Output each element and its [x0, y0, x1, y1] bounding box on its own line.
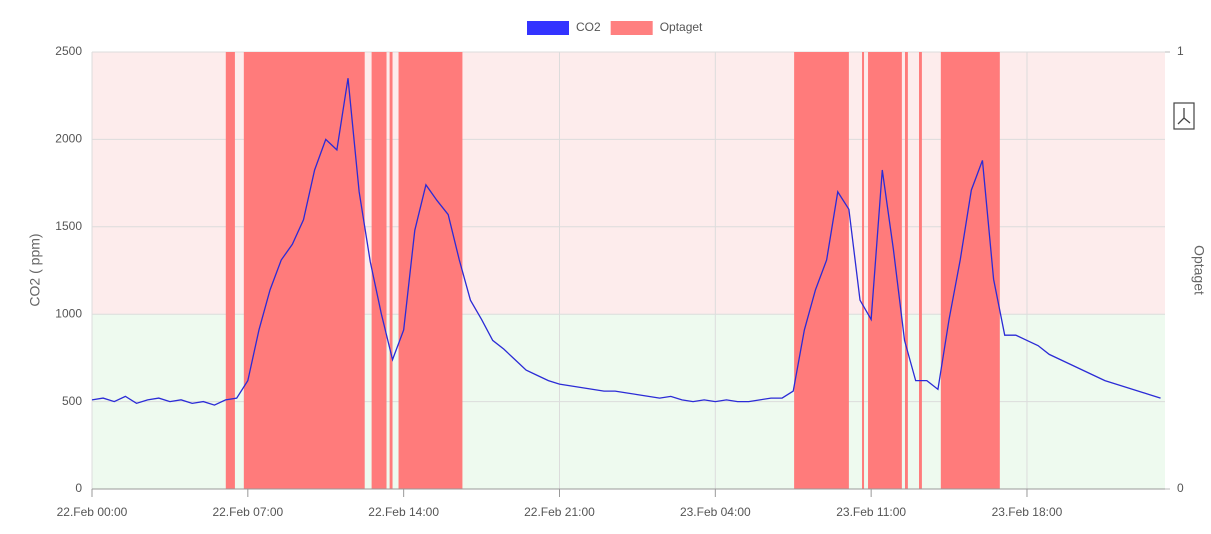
y-tick-label: 0: [75, 481, 82, 495]
occupancy-bar: [398, 52, 463, 489]
occupancy-bar: [389, 52, 393, 489]
occupancy-bar: [243, 52, 365, 489]
plot-area: [91, 51, 1170, 497]
x-tick-label: 22.Feb 07:00: [212, 505, 283, 519]
co2-line: [91, 78, 1161, 406]
y-tick-label: 500: [62, 394, 82, 408]
x-tick-label: 22.Feb 21:00: [524, 505, 595, 519]
x-tick-label: 22.Feb 00:00: [57, 505, 128, 519]
occupancy-bar: [225, 52, 235, 489]
legend: CO2 Optaget: [527, 20, 703, 35]
x-tick-label: 23.Feb 11:00: [836, 505, 906, 519]
legend-swatch: [527, 21, 569, 35]
pdf-button[interactable]: [1173, 102, 1195, 130]
occupancy-bar: [371, 52, 387, 489]
y-tick-label: 1500: [55, 219, 82, 233]
y-tick-label: 1000: [55, 306, 82, 320]
y2-tick-label: 1: [1177, 44, 1184, 58]
x-tick-label: 23.Feb 18:00: [992, 505, 1063, 519]
y-tick-label: 2500: [55, 44, 82, 58]
x-tick-label: 23.Feb 04:00: [680, 505, 751, 519]
pdf-icon[interactable]: [1177, 108, 1191, 125]
occupancy-bar: [862, 52, 865, 489]
occupancy-bar: [940, 52, 1000, 489]
x-tick-label: 22.Feb 14:00: [368, 505, 439, 519]
y-axis-title: CO2 ( ppm): [27, 233, 43, 306]
legend-label: CO2: [576, 20, 601, 34]
y2-tick-label: 0: [1177, 481, 1184, 495]
y2-axis-title: Optaget: [1191, 245, 1207, 295]
occupancy-bar: [904, 52, 908, 489]
y-tick-label: 2000: [55, 132, 82, 146]
legend-swatch: [610, 21, 653, 35]
legend-label: Optaget: [660, 20, 703, 34]
occupancy-bar: [919, 52, 922, 489]
occupancy-bar: [868, 52, 902, 489]
occupancy-bar: [794, 52, 849, 489]
